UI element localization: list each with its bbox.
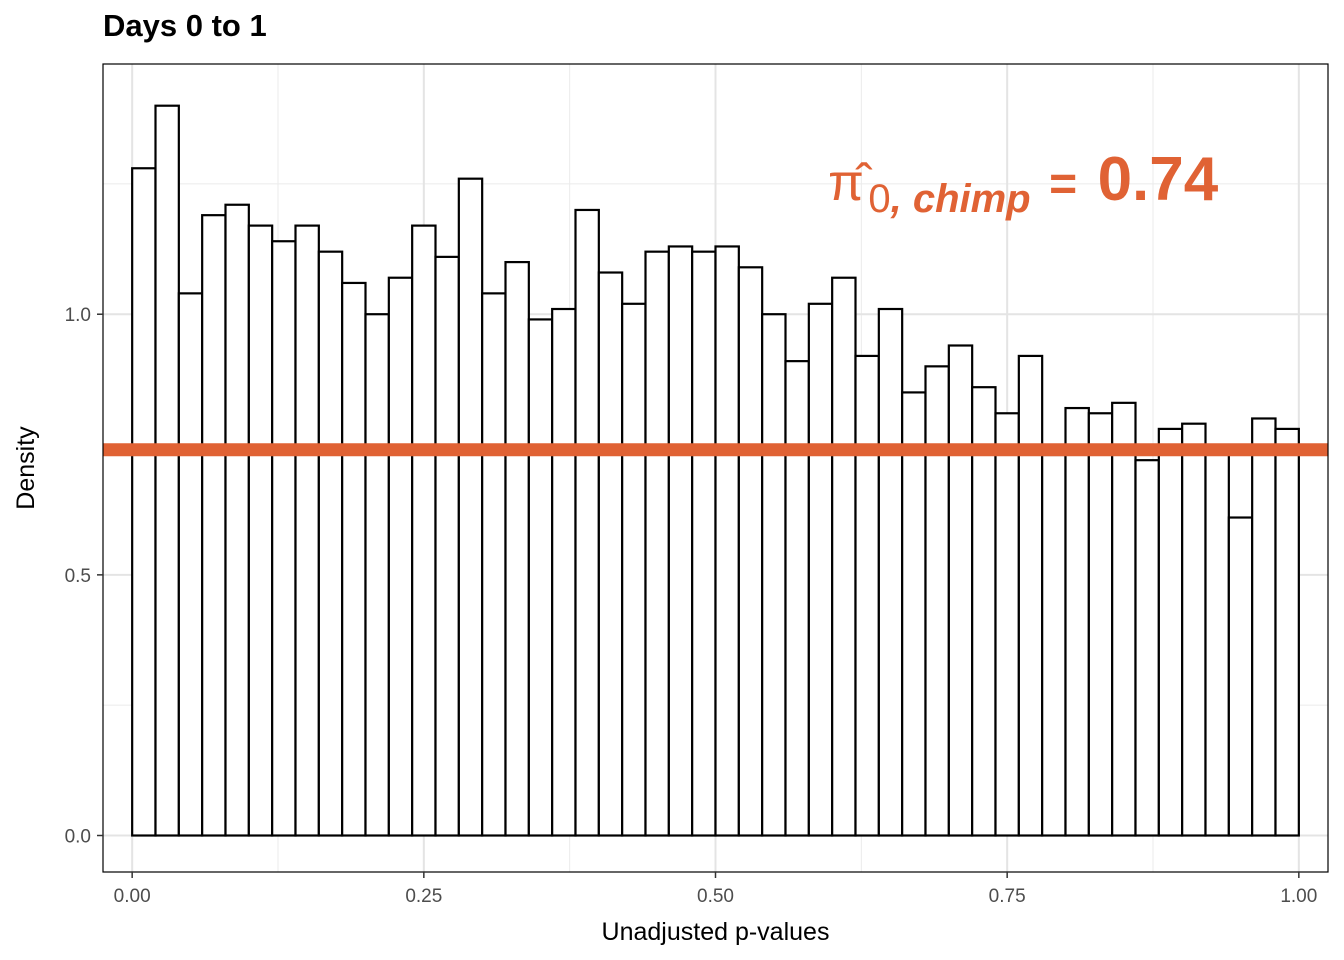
histogram-bar [714, 245, 740, 837]
histogram-bar [644, 250, 670, 837]
histogram-bar [457, 177, 484, 837]
histogram-bar [1064, 406, 1090, 837]
histogram-bar [411, 224, 437, 837]
histogram-bar [527, 318, 554, 837]
histogram-bar [784, 360, 810, 837]
histogram-bar [831, 276, 857, 837]
histogram-bar [271, 240, 297, 837]
pi0-symbol: π̂ [828, 154, 873, 212]
y-axis-title: Density [12, 426, 40, 510]
histogram-bar [1227, 516, 1254, 837]
histogram-bar [691, 250, 717, 837]
histogram-bar [1111, 401, 1137, 837]
histogram-bar [574, 208, 600, 837]
histogram-bar [1157, 427, 1184, 837]
histogram-bar [1134, 459, 1160, 837]
histogram-bar [247, 224, 274, 837]
histogram-bar [994, 412, 1020, 837]
axes: 0.00 0.25 0.50 0.75 1.00 0.0 0.5 1.0 [65, 305, 1318, 907]
histogram-bar [1041, 453, 1067, 837]
pi0-subscript: 0, chimp [868, 177, 1030, 221]
pi0-subscript-index: 0 [868, 177, 890, 221]
histogram-bar [387, 276, 414, 837]
pi0-annotation: π̂ 0, chimp = 0.74 [828, 145, 1219, 221]
pi0-subscript-label: , chimp [890, 177, 1031, 221]
x-tick-label: 0.75 [989, 886, 1026, 907]
histogram-bar [177, 292, 204, 837]
histogram-bar [294, 224, 320, 837]
histogram-bar [667, 245, 694, 837]
histogram-bar [364, 313, 390, 837]
histogram-bar [1087, 412, 1114, 837]
histogram-bar [761, 313, 787, 837]
histogram-bar [947, 344, 974, 837]
histogram-bar [504, 260, 530, 837]
x-tick-label: 0.00 [114, 886, 151, 907]
x-tick-label: 0.25 [405, 886, 442, 907]
x-axis-title: Unadjusted p-values [602, 918, 830, 946]
pi0-value: 0.74 [1098, 145, 1219, 214]
histogram-bar [924, 365, 950, 837]
histogram-bars [131, 104, 1300, 837]
x-tick-label: 1.00 [1280, 886, 1317, 907]
histogram-bar [1251, 417, 1277, 837]
histogram-bar [154, 104, 180, 837]
histogram-bar [621, 302, 647, 837]
histogram-bar [481, 292, 507, 837]
histogram-bar [597, 271, 624, 837]
histogram-bar [201, 214, 227, 837]
pi0-annotation-text: π̂ 0, chimp = 0.74 [828, 145, 1219, 221]
histogram-bar [877, 307, 904, 837]
histogram-bar [434, 255, 460, 837]
histogram-bar [1181, 422, 1207, 837]
histogram-bar [317, 250, 344, 837]
histogram-bar [341, 281, 367, 837]
y-tick-label: 0.0 [65, 827, 91, 848]
histogram-bar [551, 307, 577, 837]
histogram-bar [807, 302, 834, 837]
chart-title: Days 0 to 1 [103, 8, 267, 43]
x-tick-label: 0.50 [697, 886, 734, 907]
histogram-bar [131, 167, 157, 837]
histogram-bar [224, 203, 250, 837]
pi0-equals: = [1049, 158, 1077, 211]
histogram-bar [901, 391, 927, 837]
histogram-bar [1017, 354, 1044, 837]
histogram-bar [1204, 448, 1230, 837]
histogram-bar [1274, 427, 1300, 837]
y-tick-label: 1.0 [65, 305, 91, 326]
histogram-bar [854, 354, 880, 837]
histogram-bar [737, 266, 764, 837]
y-tick-label: 0.5 [65, 566, 91, 587]
